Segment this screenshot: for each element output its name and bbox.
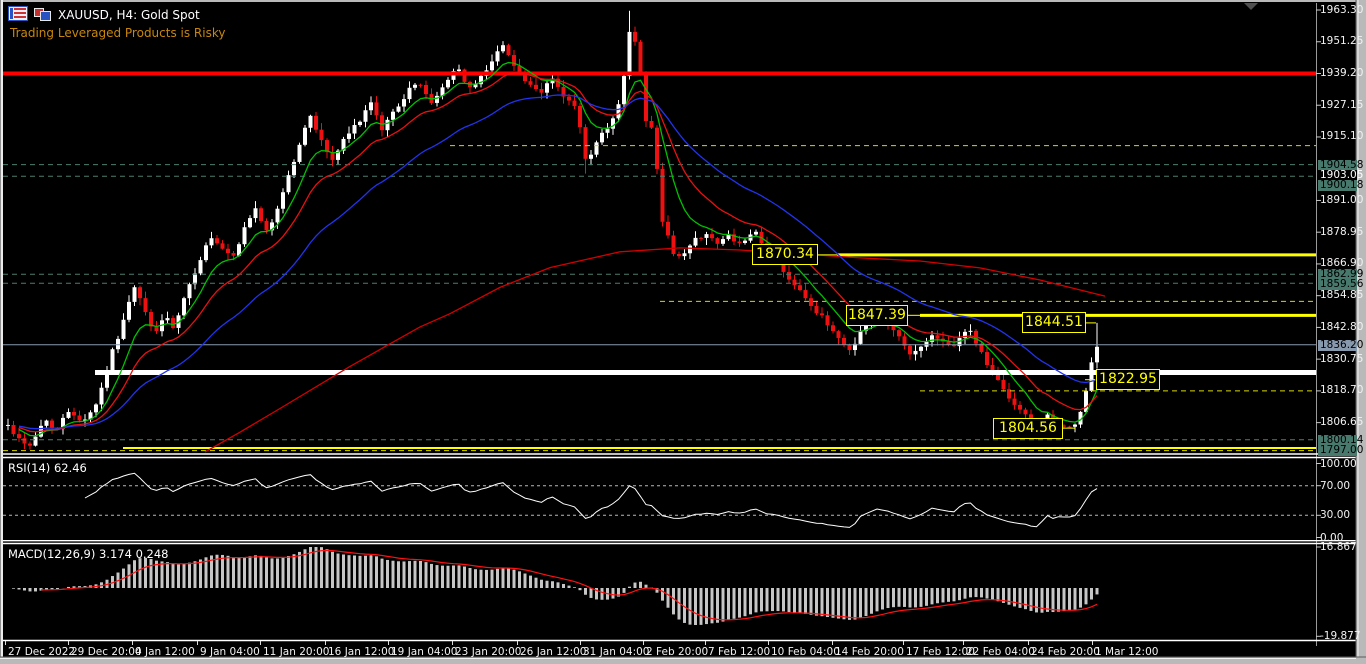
price-axis-label: 1963.30: [1320, 3, 1364, 16]
quotes-table-icon[interactable]: [8, 6, 28, 21]
price-axis-label: 1842.80: [1320, 320, 1364, 333]
price-badge: 1836.20: [1318, 338, 1364, 351]
risk-warning-text: Trading Leveraged Products is Risky: [10, 26, 226, 40]
macd-signal-line: [41, 549, 1098, 621]
slow-ma: [18, 94, 1098, 430]
price-axis-label: 1830.75: [1320, 352, 1364, 365]
price-axis-label: 1927.15: [1320, 98, 1364, 111]
fast-ma: [18, 61, 1098, 437]
time-axis-label: 19 Jan 04:00: [391, 646, 458, 658]
price-badge: 1862.99: [1318, 268, 1364, 281]
price-axis-label: 1939.20: [1320, 66, 1364, 79]
price-badge: 1797.00: [1318, 443, 1364, 456]
rsi-scale-label: 0.00: [1320, 531, 1344, 544]
chart-title-bar: XAUUSD, H4: Gold Spot: [8, 6, 200, 22]
rsi-scale-label: 30.00: [1320, 509, 1351, 522]
price-callout[interactable]: 1847.39: [846, 304, 908, 326]
time-axis-label: 4 Jan 12:00: [135, 646, 195, 658]
time-axis-label: 26 Jan 12:00: [520, 646, 587, 658]
price-axis-label: 1951.25: [1320, 35, 1364, 48]
price-callout[interactable]: 1822.95: [1096, 369, 1160, 391]
chart-title: XAUUSD, H4: Gold Spot: [58, 8, 200, 22]
price-axis-label: 1878.95: [1320, 225, 1364, 238]
price-callout[interactable]: 1804.56: [993, 417, 1063, 439]
chart-windows-icon[interactable]: [34, 8, 52, 21]
time-axis-label: 24 Feb 20:00: [1031, 646, 1100, 658]
time-axis-label: 10 Feb 04:00: [771, 646, 840, 658]
price-badge: 1900.18: [1318, 178, 1364, 191]
price-badge: 1800.14: [1318, 433, 1364, 446]
medium-ma: [18, 72, 1098, 433]
price-axis-label: 1854.85: [1320, 289, 1364, 302]
time-axis-label: 16 Jan 12:00: [328, 646, 395, 658]
price-axis-label: 1891.00: [1320, 193, 1364, 206]
time-axis-label: 27 Dec 2022: [8, 646, 76, 658]
time-axis-label: 7 Feb 12:00: [708, 646, 771, 658]
macd-label: MACD(12,26,9) 3.174 0.248: [8, 547, 169, 561]
rsi-scale-label: 70.00: [1320, 479, 1351, 492]
rsi-label: RSI(14) 62.46: [8, 461, 87, 475]
price-badge: 1903.05: [1318, 168, 1364, 181]
time-axis-label: 23 Jan 20:00: [455, 646, 522, 658]
rsi-scale-label: 100.00: [1320, 457, 1357, 470]
price-callout[interactable]: 1870.34: [752, 244, 818, 266]
price-axis-label: 1806.65: [1320, 416, 1364, 429]
price-axis-label: 1818.70: [1320, 384, 1364, 397]
chart-shift-marker: [1244, 3, 1258, 10]
time-axis-label: 1 Mar 12:00: [1095, 646, 1159, 658]
time-axis-label: 29 Dec 20:00: [71, 646, 142, 658]
time-axis-label: 9 Jan 04:00: [200, 646, 260, 658]
macd-scale-max: 16.867: [1320, 541, 1357, 553]
price-axis-label: 1866.90: [1320, 257, 1364, 270]
rsi-line: [84, 472, 1098, 528]
time-axis-label: 31 Jan 04:00: [583, 646, 650, 658]
price-badge: 1859.56: [1318, 278, 1364, 291]
price-axis-label: 1915.10: [1320, 130, 1364, 143]
time-axis-label: 11 Jan 20:00: [263, 646, 330, 658]
time-axis-label: 17 Feb 12:00: [906, 646, 975, 658]
price-badge: 1904.58: [1318, 158, 1364, 171]
time-axis-label: 14 Feb 20:00: [835, 646, 904, 658]
time-axis-label: 22 Feb 04:00: [966, 646, 1035, 658]
long-term-ma: [204, 247, 1106, 453]
time-axis-label: 2 Feb 20:00: [646, 646, 709, 658]
price-callout[interactable]: 1844.51: [1022, 312, 1086, 334]
macd-scale-min: -19.877: [1320, 630, 1361, 643]
